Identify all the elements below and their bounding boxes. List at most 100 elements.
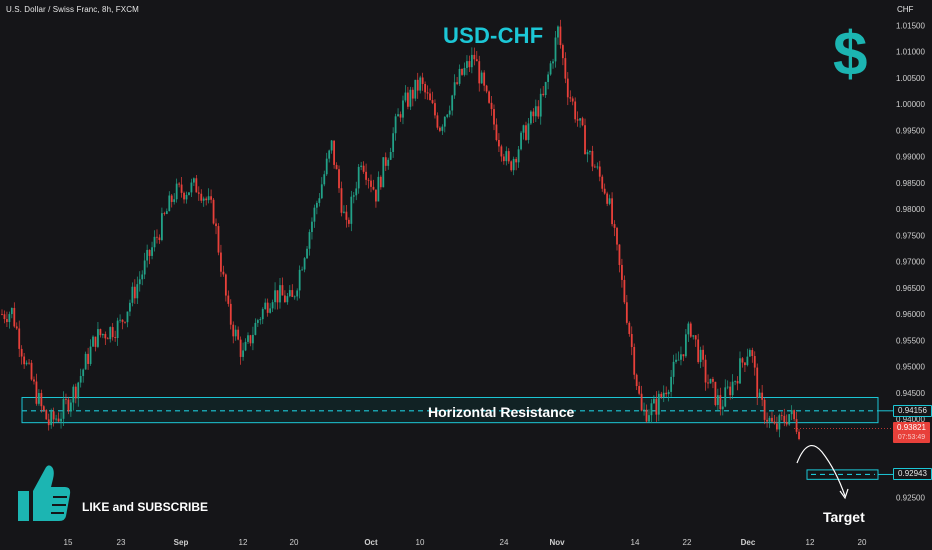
candle-body: [320, 184, 323, 199]
candle-body: [456, 82, 458, 84]
candle-body: [569, 97, 572, 99]
candle-body: [517, 149, 520, 163]
candle-body: [28, 362, 30, 364]
candle-body: [217, 226, 220, 253]
candle-body: [643, 409, 645, 411]
candle-body: [473, 54, 476, 60]
candle-body: [264, 302, 267, 310]
candle-body: [498, 140, 500, 147]
candle-body: [547, 74, 550, 82]
candle-body: [266, 302, 269, 313]
y-tick-label: 0.96000: [896, 310, 925, 319]
symbol-header[interactable]: U.S. Dollar / Swiss Franc, 8h, FXCM: [6, 5, 139, 14]
candle-body: [537, 106, 540, 117]
candle-body: [298, 269, 301, 291]
candle-body: [188, 192, 190, 195]
candle-body: [173, 199, 176, 202]
candle-body: [402, 100, 404, 118]
candle-body: [689, 323, 692, 337]
candle-body: [682, 354, 685, 357]
candle-body: [156, 236, 158, 238]
candle-body: [552, 61, 554, 64]
candle-body: [662, 392, 665, 397]
candle-body: [795, 419, 798, 432]
x-tick-label: 20: [858, 538, 867, 547]
candle-body: [170, 195, 173, 202]
candle-body: [724, 387, 727, 407]
candle-body: [338, 169, 340, 189]
candle-body: [254, 322, 257, 335]
candle-body: [638, 386, 641, 394]
candle-body: [153, 236, 156, 248]
candle-body: [475, 59, 478, 62]
candle-body: [549, 63, 552, 75]
candle-body: [244, 341, 247, 351]
candle-body: [89, 346, 92, 364]
candle-body: [33, 379, 35, 382]
candle-body: [222, 271, 225, 275]
candle-body: [274, 290, 276, 303]
y-tick-label: 0.94500: [896, 389, 925, 398]
candle-body: [618, 244, 621, 265]
candle-body: [692, 335, 695, 337]
candle-body: [392, 133, 395, 153]
candle-body: [87, 353, 89, 364]
candle-body: [151, 247, 153, 256]
x-tick-label: 12: [239, 538, 248, 547]
y-tick-label: 0.99500: [896, 126, 925, 135]
candle-body: [256, 320, 259, 323]
candle-body: [530, 111, 532, 124]
resistance-price-tag: 0.94156: [893, 404, 932, 417]
candle-body: [357, 166, 360, 189]
candle-body: [581, 118, 584, 126]
candle-body: [350, 196, 353, 224]
candle-body: [30, 362, 33, 380]
candle-body: [707, 382, 709, 384]
candle-body: [52, 411, 55, 420]
candle-body: [249, 335, 252, 344]
current-price-tag: 0.93821: [893, 422, 930, 434]
candle-body: [311, 221, 313, 233]
candle-body: [438, 127, 441, 131]
y-tick-label: 0.97500: [896, 231, 925, 240]
candle-body: [301, 269, 304, 271]
candle-body: [146, 249, 149, 261]
candle-body: [734, 381, 736, 382]
candle-body: [608, 198, 611, 204]
candle-body: [429, 93, 431, 101]
candle-body: [783, 415, 786, 422]
candle-body: [709, 378, 712, 384]
candle-body: [721, 406, 724, 410]
candle-body: [512, 158, 515, 171]
candle-body: [291, 290, 294, 297]
candle-body: [375, 189, 377, 202]
candle-body: [414, 79, 417, 99]
x-tick-label: 15: [64, 538, 73, 547]
candle-body: [6, 319, 8, 323]
candle-body: [220, 252, 222, 272]
x-tick-label: 12: [806, 538, 815, 547]
candle-body: [763, 399, 766, 420]
candles-layer: [1, 19, 800, 441]
y-tick-label: 1.01500: [896, 22, 925, 31]
candle-body: [421, 77, 424, 84]
y-tick-label: 0.97000: [896, 258, 925, 267]
candle-body: [232, 324, 235, 337]
candle-body: [133, 286, 136, 299]
candle-body: [407, 92, 409, 107]
candle-body: [330, 140, 333, 151]
candle-body: [483, 72, 486, 86]
thumbs-up-icon: [15, 461, 73, 530]
candle-body: [25, 362, 28, 365]
candle-body: [441, 126, 444, 131]
candle-body: [23, 356, 26, 365]
candle-body: [276, 290, 279, 303]
candle-body: [766, 419, 768, 422]
candle-body: [645, 409, 648, 422]
candle-body: [751, 350, 754, 357]
candle-body: [773, 421, 776, 424]
candle-body: [712, 378, 714, 382]
candle-body: [72, 386, 75, 403]
